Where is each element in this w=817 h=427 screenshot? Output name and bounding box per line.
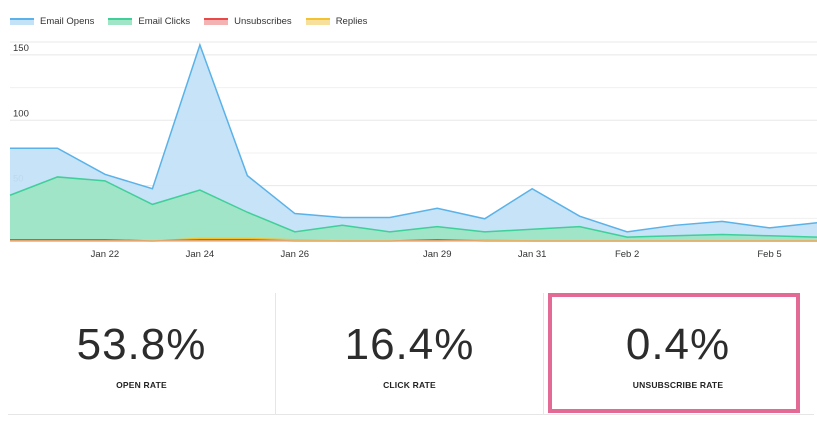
click-rate-value: 16.4% xyxy=(344,320,475,369)
x-tick-label: Jan 22 xyxy=(91,249,120,260)
x-tick-label: Feb 2 xyxy=(615,249,639,260)
line-email-clicks xyxy=(9,176,817,238)
legend-item-email-clicks[interactable]: Email Clicks xyxy=(108,16,190,27)
bottom-divider xyxy=(8,414,814,415)
legend-swatch-replies xyxy=(305,17,330,25)
stat-card-open-rate: 53.8% OPEN RATE xyxy=(8,293,276,415)
area-email-opens xyxy=(10,44,817,241)
area-email-clicks xyxy=(10,176,817,241)
x-tick-label: Jan 26 xyxy=(281,249,310,260)
stat-card-click-rate: 16.4% CLICK RATE xyxy=(276,293,544,415)
legend-label: Unsubscribes xyxy=(234,15,292,27)
legend-swatch-email-clicks xyxy=(108,17,133,25)
legend-label: Email Clicks xyxy=(138,15,191,27)
x-tick-label: Feb 5 xyxy=(757,249,781,260)
y-tick-label: 150 xyxy=(13,43,29,54)
line-email-opens xyxy=(10,42,817,233)
click-rate-label: CLICK RATE xyxy=(383,380,436,390)
unsubscribe-rate-value: 0.4% xyxy=(625,320,731,369)
legend-label: Replies xyxy=(335,15,368,27)
legend-label: Email Opens xyxy=(40,15,95,27)
open-rate-label: OPEN RATE xyxy=(116,380,167,390)
y-tick-label: 100 xyxy=(13,108,29,119)
x-tick-label: Jan 24 xyxy=(186,249,215,260)
legend-item-replies[interactable]: Replies xyxy=(305,15,368,27)
legend-item-email-opens[interactable]: Email Opens xyxy=(10,16,94,27)
x-tick-label: Jan 31 xyxy=(518,249,547,260)
legend-swatch-unsubscribes xyxy=(204,17,229,25)
stat-card-unsubscribe-rate: 0.4% UNSUBSCRIBE RATE xyxy=(544,293,812,415)
open-rate-value: 53.8% xyxy=(76,320,207,369)
x-tick-label: Jan 29 xyxy=(423,249,452,260)
unsubscribe-rate-label: UNSUBSCRIBE RATE xyxy=(632,380,724,390)
legend-swatch-email-opens xyxy=(10,17,34,25)
stats-row: 53.8% OPEN RATE 16.4% CLICK RATE 0.4% UN… xyxy=(8,293,814,415)
chart-legend: Email Opens Email Clicks Unsubscribes Re… xyxy=(10,14,367,28)
legend-item-unsubscribes[interactable]: Unsubscribes xyxy=(204,16,292,27)
